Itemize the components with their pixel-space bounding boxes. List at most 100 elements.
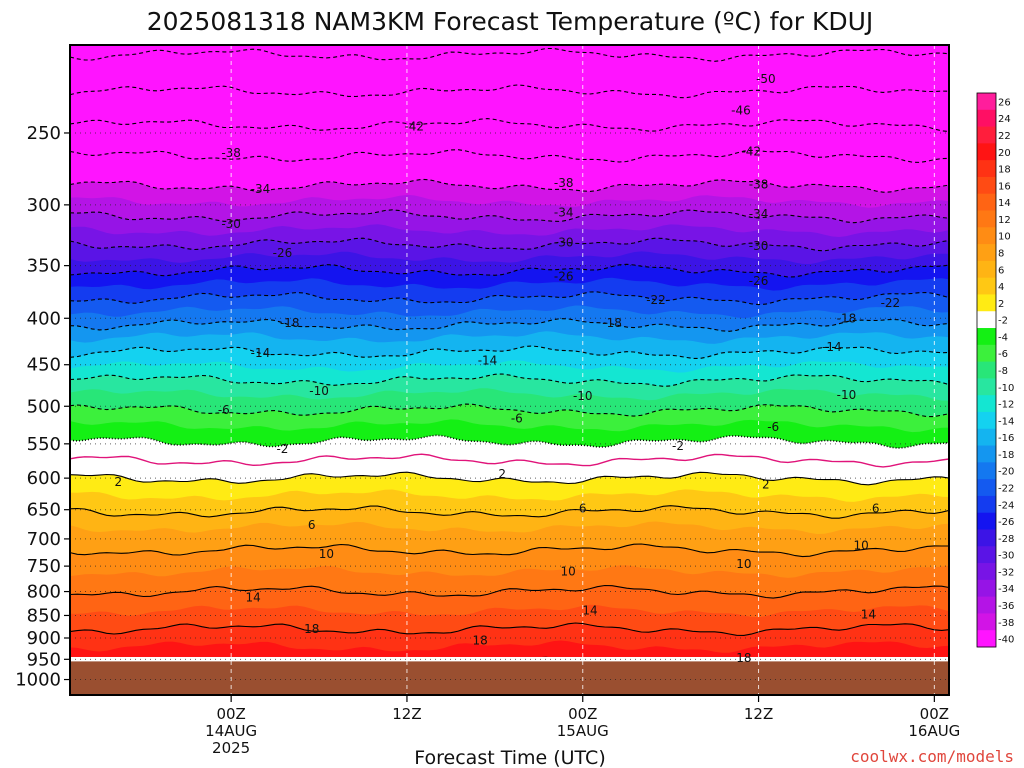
- contour--30: [70, 237, 949, 252]
- pressure-axis: 2503003504004505005506006507007508008509…: [15, 123, 70, 691]
- colorbar-swatch: [977, 563, 996, 581]
- contour-label: -34: [251, 182, 271, 196]
- x-tick-label: 00Z: [568, 705, 597, 723]
- contour-label: -34: [749, 207, 769, 221]
- y-tick-label: 650: [27, 500, 61, 521]
- colorbar-label: 18: [998, 165, 1011, 176]
- colorbar-swatch: [977, 311, 996, 329]
- y-tick-label: 300: [27, 195, 61, 216]
- contour--14: [70, 345, 949, 359]
- colorbar-swatch: [977, 193, 996, 211]
- contour--22: [70, 291, 949, 306]
- colorbar-swatch: [977, 160, 996, 178]
- contour--10: [70, 373, 949, 387]
- colorbar-swatch: [977, 361, 996, 379]
- colorbar-label: -26: [998, 517, 1014, 528]
- contour-label: 2: [115, 475, 123, 489]
- contour--42: [70, 149, 949, 163]
- contour--2: [70, 434, 949, 449]
- colorbar-swatch: [977, 126, 996, 144]
- colorbar-label: -12: [998, 400, 1014, 411]
- colorbar-label: -4: [998, 332, 1008, 343]
- y-tick-label: 400: [27, 308, 61, 329]
- colorbar-swatch: [977, 378, 996, 396]
- y-tick-label: 350: [27, 256, 61, 277]
- colorbar-label: -14: [998, 416, 1014, 427]
- contour--38: [70, 178, 949, 193]
- contour-label: 2: [498, 467, 506, 481]
- colorbar-label: -32: [998, 567, 1014, 578]
- contour-label: -18: [280, 316, 300, 330]
- colorbar-swatch: [977, 244, 996, 262]
- colorbar-swatch: [977, 93, 996, 111]
- colorbar-label: 20: [998, 148, 1011, 159]
- colorbar-label: -2: [998, 316, 1008, 327]
- contour-label: 10: [560, 564, 575, 578]
- colorbar-label: -34: [998, 584, 1014, 595]
- colorbar-label: 12: [998, 215, 1011, 226]
- y-tick-label: 700: [27, 529, 61, 550]
- plot-area: -50 -46 -42 -42 -38 -38 -38 -34 -34 -34 -30 -30 -30 -…: [70, 45, 949, 695]
- x-tick-label: 00Z: [920, 705, 949, 723]
- chart-title: 2025081318 NAM3KM Forecast Temperature (…: [147, 7, 874, 36]
- colorbar-swatch: [977, 411, 996, 430]
- contour-label: -14: [251, 346, 271, 360]
- colorbar-swatch: [977, 210, 996, 228]
- colorbar-label: -6: [998, 349, 1008, 360]
- colorbar-frame: [976, 92, 997, 648]
- contour-label: 18: [473, 634, 488, 648]
- contour--46: [70, 118, 949, 133]
- colorbar-swatch: [977, 428, 996, 446]
- contour-label: -26: [749, 274, 769, 288]
- colorbar-swatch: [977, 294, 996, 312]
- temperature-bands: [70, 45, 949, 657]
- contour--54: [70, 47, 949, 62]
- contour-label: -10: [309, 384, 329, 398]
- contour-6: [70, 505, 949, 519]
- contour-label: -14: [478, 353, 498, 367]
- contour-14: [70, 584, 949, 599]
- y-tick-label: 900: [27, 628, 61, 649]
- colorbar-swatch: [977, 260, 996, 279]
- colorbar-swatch: [977, 462, 996, 480]
- colorbar-swatch: [977, 227, 996, 245]
- contour-label: 10: [736, 557, 751, 571]
- colorbar-label: -18: [998, 450, 1014, 461]
- contour-label: 18: [304, 622, 319, 636]
- contour-label: -38: [554, 176, 574, 190]
- colorbar-swatch: [977, 344, 996, 363]
- contour-18: [70, 622, 949, 636]
- contour-label: 14: [861, 608, 876, 622]
- plot-frame: [69, 44, 950, 696]
- contour-label: -30: [749, 239, 769, 253]
- contour-label: -6: [511, 412, 523, 426]
- contour-2: [70, 471, 949, 486]
- colorbar-label: 24: [998, 114, 1011, 125]
- contour-labels: -50 -46 -42 -42 -38 -38 -38 -34 -34 -34 -30 -30 -30 -…: [115, 72, 901, 665]
- y-tick-label: 850: [27, 605, 61, 626]
- contour-label: -34: [554, 206, 574, 220]
- contour--50: [70, 84, 949, 99]
- x-tick-label: 12Z: [392, 705, 421, 723]
- colorbar-swatch: [977, 495, 996, 514]
- x-tick-label: 12Z: [744, 705, 773, 723]
- contour-label: -14: [822, 340, 842, 354]
- contour-label: -10: [837, 388, 857, 402]
- contour-label: -26: [554, 270, 574, 284]
- contour-label: -26: [273, 246, 293, 260]
- colorbar-swatch: [977, 109, 996, 127]
- x-tick-date: 15AUG: [557, 722, 609, 740]
- y-tick-label: 750: [27, 556, 61, 577]
- colorbar-label: -38: [998, 618, 1014, 629]
- colorbar-swatch: [977, 277, 996, 295]
- contour-label: -18: [837, 311, 857, 325]
- colorbar-label: -22: [998, 484, 1014, 495]
- credit-link[interactable]: coolwx.com/models: [850, 747, 1014, 766]
- contour-label: 14: [245, 590, 260, 604]
- contour-label: 6: [872, 501, 880, 515]
- colorbar-swatch: [977, 445, 996, 463]
- contour-label: -42: [404, 120, 424, 134]
- colorbar-label: 2: [998, 299, 1004, 310]
